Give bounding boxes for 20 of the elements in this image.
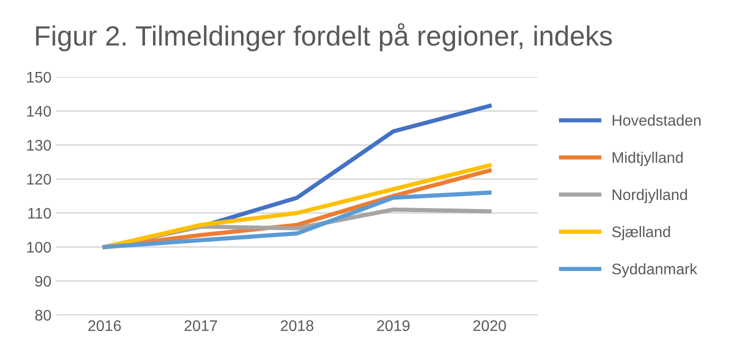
- chart-title: Figur 2. Tilmeldinger fordelt på regioner, indeks: [36, 23, 612, 52]
- legend-label: Hovedstaden: [612, 114, 701, 126]
- y-tick-label: 150: [27, 72, 51, 83]
- x-tick-label: 2020: [473, 320, 506, 332]
- line-series: [102, 190, 492, 250]
- y-tick-label: 100: [27, 242, 51, 253]
- legend-label: Nordjylland: [612, 188, 687, 204]
- y-tick-label: 120: [27, 174, 51, 185]
- y-tick-label: 110: [28, 208, 51, 219]
- legend-label: Syddanmark: [612, 263, 698, 278]
- x-tick-label: 2018: [280, 320, 314, 332]
- x-tick-label: 2017: [184, 320, 218, 332]
- y-tick-label: 130: [27, 140, 51, 151]
- y-tick-label: 140: [27, 106, 51, 117]
- y-tick-label: 80: [35, 310, 51, 321]
- x-tick-label: 2016: [88, 320, 121, 332]
- y-tick-label: 90: [35, 276, 51, 287]
- legend-label: Sjælland: [612, 226, 670, 240]
- legend-label: Midtjylland: [612, 152, 683, 166]
- x-tick-label: 2019: [377, 320, 410, 332]
